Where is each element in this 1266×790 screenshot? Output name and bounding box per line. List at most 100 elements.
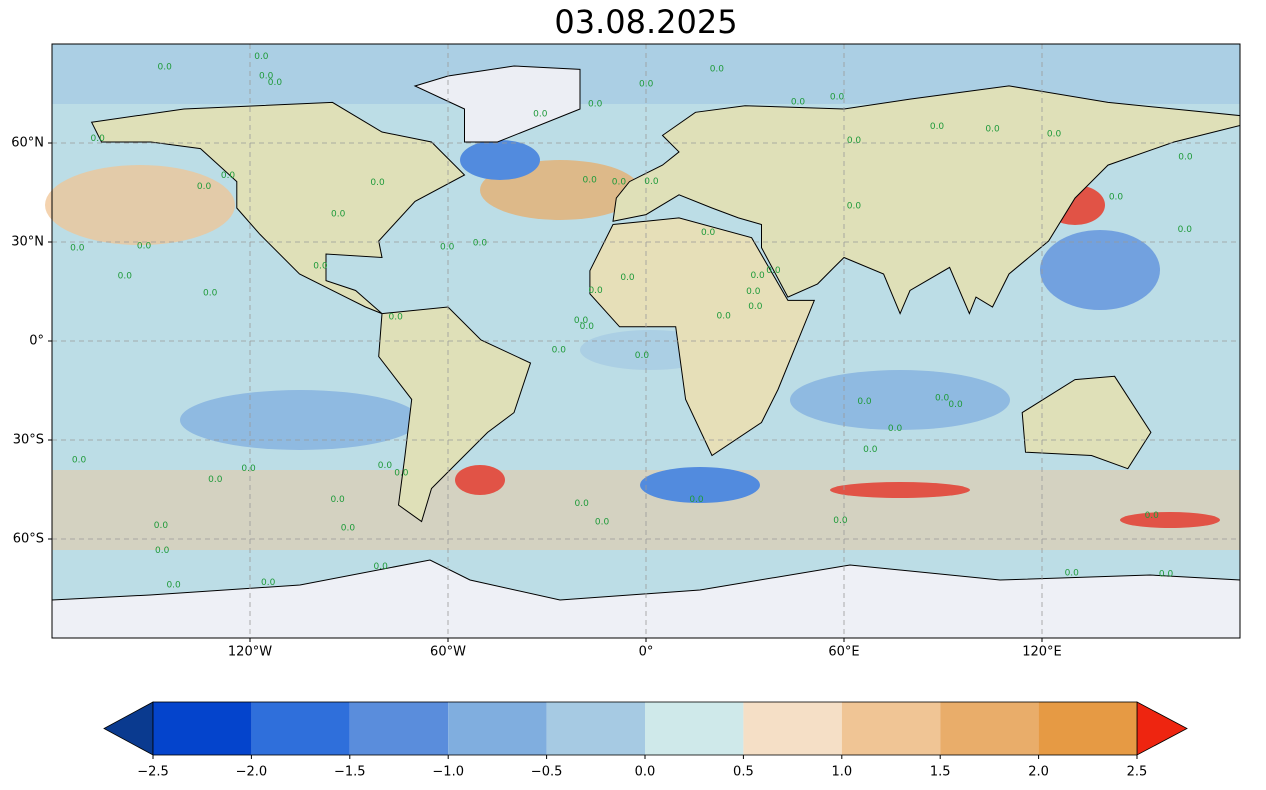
y-tick-label: 30°N (11, 235, 44, 250)
contour-label: 0.0 (259, 71, 274, 81)
contour-label: 0.0 (440, 242, 455, 252)
contour-label: 0.0 (90, 134, 105, 144)
contour-label: 0.0 (620, 273, 635, 283)
x-tick-label: 120°W (228, 645, 272, 660)
colorbar-over (1136, 701, 1188, 756)
contour-label: 0.0 (580, 322, 595, 332)
x-tick-label: 60°W (430, 645, 466, 660)
contour-label: 0.0 (830, 92, 845, 102)
contour-label: 0.0 (533, 110, 548, 120)
y-tick-label: 60°N (11, 136, 44, 151)
contour-label: 0.0 (1178, 153, 1193, 163)
contour-label: 0.0 (374, 562, 389, 572)
contour-label: 0.0 (847, 201, 862, 211)
contour-label: 0.0 (1159, 569, 1174, 579)
contour-label: 0.0 (935, 393, 950, 403)
colorbar-tick-label: −0.5 (531, 765, 563, 780)
title: 03.08.2025 (554, 3, 737, 41)
contour-label: 0.0 (72, 455, 87, 465)
colorbar-bin (841, 702, 941, 755)
y-tick-label: 0° (29, 334, 44, 349)
contour-label: 0.0 (341, 524, 356, 534)
contour-label: 0.0 (118, 272, 133, 282)
contour-label: 0.0 (701, 228, 716, 238)
contour-label: 0.0 (791, 98, 806, 108)
colorbar-bin (1038, 702, 1137, 755)
contour-label: 0.0 (644, 177, 659, 187)
contour-label: 0.0 (137, 241, 152, 251)
contour-label: 0.0 (750, 271, 765, 281)
contour-label: 0.0 (717, 312, 732, 322)
contour-label: 0.0 (331, 210, 346, 220)
colorbar-tick-label: 1.5 (930, 765, 951, 780)
contour-label: 0.0 (154, 521, 169, 531)
contour-labels: 0.0 0.0 0.0 0.0 0.0 0.0 0.0 0.0 0.0 0.0 0.0 0.0 0.0 0… (70, 52, 1193, 590)
contour-label: 0.0 (746, 287, 761, 297)
contour-label: 0.0 (833, 516, 848, 526)
contour-label: 0.0 (710, 64, 725, 74)
x-tick-label: 60°E (828, 645, 859, 660)
contour-label: 0.0 (689, 495, 704, 505)
contour-label: 0.0 (1145, 511, 1160, 521)
y-tick-label: 60°S (13, 532, 44, 547)
contour-label: 0.0 (552, 345, 567, 355)
contour-label: 0.0 (1178, 225, 1193, 235)
x-tick-label: 120°E (1022, 645, 1062, 660)
contour-label: 0.0 (378, 461, 393, 471)
colorbar-tick-label: −2.5 (137, 765, 169, 780)
colorbar-tick-label: 0.0 (635, 765, 656, 780)
contour-label: 0.0 (948, 400, 963, 410)
colorbar-bin (743, 702, 842, 755)
contour-label: 0.0 (330, 495, 345, 505)
contour-label: 0.0 (1109, 193, 1124, 203)
contour-label: 0.0 (635, 351, 650, 361)
colorbar-bin (153, 702, 252, 755)
continents (51, 65, 1241, 639)
contour-label: 0.0 (857, 397, 872, 407)
colorbar: −2.5 −2.0 −1.5 −1.0 −0.5 0.0 0.5 1.0 1.5 2.0 2.5 (103, 701, 1188, 780)
contour-label: 0.0 (612, 178, 627, 188)
colorbar-bin (645, 702, 744, 755)
contour-label: 0.0 (370, 178, 385, 188)
colorbar-bin (349, 702, 449, 755)
map: 0.0 0.0 0.0 0.0 0.0 0.0 0.0 0.0 0.0 0.0 0.0 0.0 0.0 0… (45, 43, 1241, 639)
contour-label: 0.0 (261, 578, 276, 588)
colorbar-bin (448, 702, 547, 755)
y-tick-label: 30°S (13, 433, 44, 448)
contour-label: 0.0 (639, 79, 654, 89)
contour-label: 0.0 (394, 469, 409, 479)
contour-label: 0.0 (1065, 569, 1080, 579)
contour-label: 0.0 (70, 244, 85, 254)
contour-label: 0.0 (575, 499, 590, 509)
contour-label: 0.0 (766, 266, 781, 276)
colorbar-tick-label: −2.0 (236, 765, 268, 780)
contour-label: 0.0 (203, 289, 218, 299)
contour-label: 0.0 (888, 424, 903, 434)
contour-label: 0.0 (155, 546, 170, 556)
contour-label: 0.0 (588, 100, 603, 110)
gridlines (52, 44, 1240, 638)
colorbar-bin (546, 702, 645, 755)
contour-label: 0.0 (254, 52, 269, 62)
contour-label: 0.0 (166, 580, 181, 590)
contour-label: 0.0 (847, 136, 862, 146)
colorbar-tick-label: −1.5 (334, 765, 366, 780)
contour-label: 0.0 (208, 475, 223, 485)
contour-label: 0.0 (574, 316, 589, 326)
contour-label: 0.0 (985, 124, 1000, 134)
contour-label: 0.0 (221, 171, 236, 181)
contour-label: 0.0 (583, 176, 598, 186)
colorbar-bin (940, 702, 1039, 755)
contour-label: 0.0 (197, 182, 212, 192)
colorbar-tick-label: 2.5 (1127, 765, 1148, 780)
contour-label: 0.0 (268, 78, 283, 88)
x-tick-label: 0° (639, 645, 654, 660)
contour-label: 0.0 (1047, 129, 1062, 139)
colorbar-tick-label: 1.0 (831, 765, 852, 780)
contour-label: 0.0 (473, 238, 488, 248)
contour-label: 0.0 (748, 302, 763, 312)
colorbar-tick-label: 0.5 (733, 765, 754, 780)
colorbar-tick-label: −1.0 (432, 765, 464, 780)
contour-label: 0.0 (241, 464, 256, 474)
